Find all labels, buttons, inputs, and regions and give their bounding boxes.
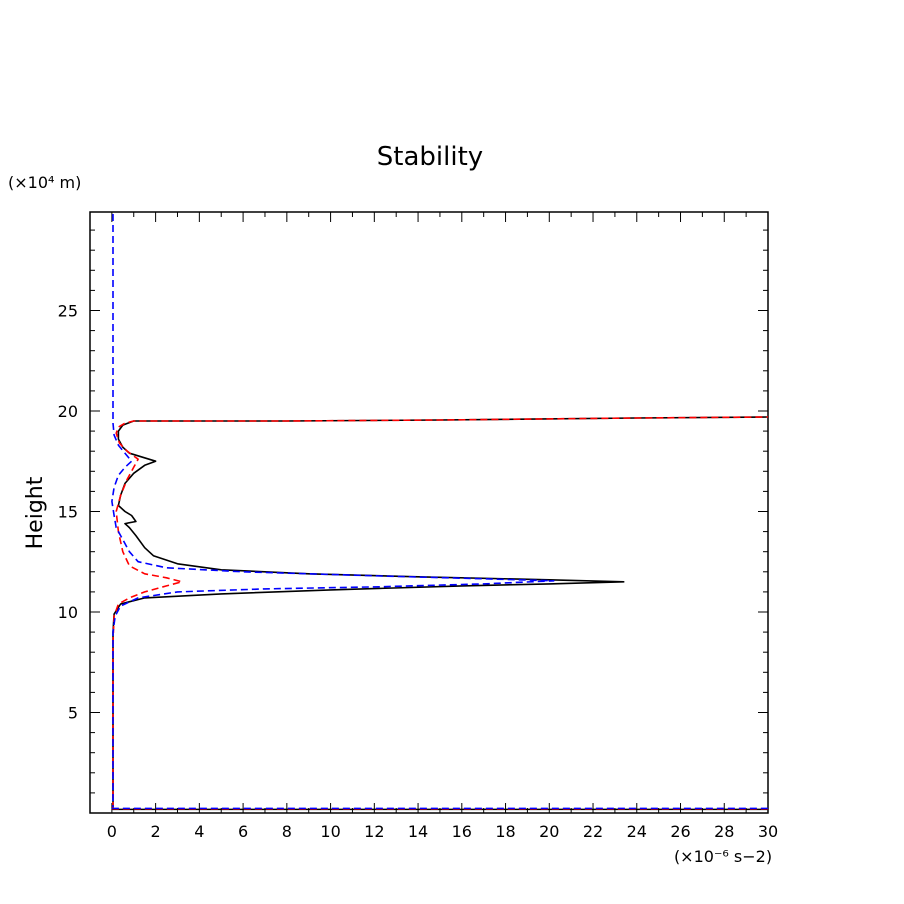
y-tick-label: 15 [58,502,78,521]
x-tick-label: 24 [627,822,647,841]
x-axis-unit: (×10⁻⁶ s−2) [674,847,772,866]
y-tick-label: 10 [58,603,78,622]
x-tick-label: 10 [320,822,340,841]
y-tick-label: 25 [58,301,78,320]
x-tick-label: 28 [714,822,734,841]
x-tick-label: 18 [495,822,515,841]
x-tick-label: 2 [151,822,161,841]
x-tick-label: 6 [238,822,248,841]
x-tick-label: 26 [670,822,690,841]
y-tick-label: 20 [58,402,78,421]
x-tick-label: 16 [452,822,472,841]
x-tick-label: 8 [282,822,292,841]
x-tick-label: 20 [539,822,559,841]
y-axis-label: Height [23,476,48,549]
x-tick-label: 12 [364,822,384,841]
axis-ticks [89,212,769,813]
series-layer [111,214,769,811]
x-tick-label: 0 [107,822,117,841]
x-tick-label: 30 [758,822,778,841]
x-tick-label: 4 [194,822,204,841]
x-tick-label: 22 [583,822,603,841]
series-line-3 [111,214,555,807]
chart-title: Stability [377,142,483,172]
series-line-2 [112,416,769,809]
y-tick-label: 5 [68,703,78,722]
series-line-1 [112,416,769,809]
x-tick-label: 14 [408,822,428,841]
plot-frame [89,211,769,814]
y-axis-unit: (×10⁴ m) [8,173,81,192]
